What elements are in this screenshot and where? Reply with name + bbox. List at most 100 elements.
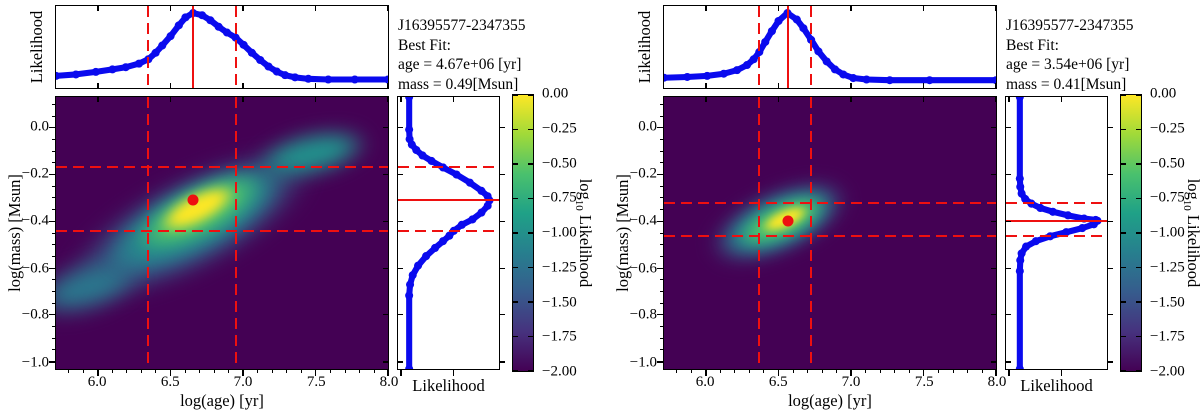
- x-minor-tick: [140, 369, 142, 373]
- x-minor-tick: [690, 369, 692, 373]
- ci-line-vertical: [758, 97, 761, 369]
- x-minor-tick: [719, 369, 721, 373]
- likelihood-tick-inner: [1008, 97, 1010, 102]
- colorbar-tick-label: −1.25: [542, 259, 577, 276]
- colorbar-tick: [1136, 370, 1141, 372]
- colorbar-tick: [1121, 301, 1126, 303]
- y-tick-inner: [398, 173, 403, 176]
- x-tick-inner: [777, 97, 780, 102]
- y-tick-side: [1107, 313, 1113, 316]
- y-tick-label: −0.4: [629, 212, 657, 229]
- x-tick-inner: [705, 83, 707, 88]
- colorbar-tick-label: −0.25: [1150, 120, 1185, 137]
- x-tick-inner: [97, 6, 99, 11]
- colorbar-tick: [513, 163, 518, 165]
- x-axis-label: log(age) [yr]: [180, 391, 264, 410]
- heatmap-surface: [664, 97, 996, 369]
- best-fit-heading: Best Fit:: [398, 36, 451, 54]
- y-tick-inner: [398, 361, 403, 363]
- x-minor-tick: [300, 369, 302, 373]
- colorbar-tick: [1121, 232, 1126, 234]
- y-tick: [49, 313, 56, 316]
- best-fit-mass: mass = 0.49[Msun]: [398, 75, 519, 93]
- x-minor-tick: [155, 369, 157, 373]
- age-likelihood-curve: [56, 9, 388, 84]
- colorbar-tick: [528, 370, 533, 372]
- x-tick-inner: [995, 6, 997, 11]
- x-minor-tick: [676, 369, 678, 373]
- y-tick-inner: [383, 220, 388, 223]
- colorbar-tick: [1136, 301, 1141, 303]
- y-tick-inner: [398, 126, 403, 129]
- x-minor-tick: [763, 369, 765, 373]
- x-minor-tick: [329, 369, 331, 373]
- y-minor-tick: [660, 185, 664, 187]
- x-minor-tick: [792, 369, 794, 373]
- y-tick-label: −0.8: [21, 306, 49, 323]
- y-minor-tick: [52, 279, 56, 281]
- y-tick-inner: [991, 267, 996, 270]
- x-minor-tick: [111, 369, 113, 373]
- x-tick-inner: [777, 83, 780, 88]
- x-minor-tick: [271, 369, 273, 373]
- x-tick-inner: [995, 83, 997, 88]
- y-tick-label: −0.6: [629, 260, 657, 277]
- mass-likelihood-curve: [1015, 97, 1102, 369]
- y-minor-tick: [52, 162, 56, 164]
- colorbar-tick: [528, 301, 533, 303]
- y-tick: [49, 173, 56, 176]
- y-minor-tick: [660, 255, 664, 257]
- bestfit-line-vertical: [192, 6, 195, 88]
- colorbar-tick: [1121, 335, 1126, 338]
- colorbar-tick: [528, 94, 533, 96]
- y-tick-inner: [1006, 267, 1011, 270]
- y-tick-label: 0.0: [638, 118, 657, 135]
- y-tick-label: −0.4: [21, 212, 49, 229]
- side-panel-xlabel: Likelihood: [412, 376, 485, 395]
- colorbar-tick: [513, 335, 518, 338]
- colorbar-tick-label: −0.50: [542, 155, 577, 171]
- y-tick-side: [1107, 173, 1113, 176]
- x-minor-tick: [734, 369, 736, 373]
- x-tick-inner: [705, 97, 707, 102]
- best-fit-marker: [782, 215, 793, 227]
- x-tick-inner: [97, 83, 99, 88]
- age-mass-heatmap-panel: [49, 96, 389, 376]
- y-minor-tick: [52, 244, 56, 246]
- likelihood-tick-inner: [452, 97, 455, 102]
- colorbar-tick: [1136, 94, 1141, 96]
- x-tick-inner: [242, 6, 244, 11]
- colorbar-tick: [528, 266, 533, 269]
- y-minor-tick: [52, 197, 56, 199]
- y-tick: [657, 313, 664, 316]
- x-minor-tick: [213, 369, 215, 373]
- y-minor-tick: [660, 162, 664, 164]
- y-tick-inner: [1006, 313, 1011, 316]
- x-tick-inner: [242, 97, 244, 102]
- side-panel-xlabel: Likelihood: [1020, 376, 1093, 395]
- y-minor-tick: [660, 244, 664, 246]
- x-minor-tick: [908, 369, 910, 373]
- x-minor-tick: [748, 369, 750, 373]
- colorbar-tick: [513, 370, 518, 372]
- colorbar: [1120, 94, 1142, 372]
- likelihood-tick-inner: [400, 97, 402, 102]
- likelihood-tick: [400, 369, 402, 376]
- likelihood-tick: [452, 369, 455, 376]
- y-tick-side: [1107, 126, 1113, 129]
- y-minor-tick: [52, 337, 56, 339]
- age-mass-heatmap-panel: [657, 96, 997, 376]
- age-likelihood-marginal-panel: [55, 5, 389, 89]
- x-minor-tick: [821, 369, 823, 373]
- y-minor-tick: [660, 232, 664, 234]
- best-fit-marker: [187, 194, 199, 206]
- y-tick: [657, 173, 664, 176]
- y-minor-tick: [660, 349, 664, 351]
- x-tick: [777, 369, 780, 376]
- x-tick-inner: [922, 83, 925, 88]
- x-tick-label: 6.5: [160, 374, 180, 390]
- x-tick-inner: [314, 83, 317, 88]
- x-tick-label: 8.0: [987, 374, 1007, 390]
- mass-likelihood-marginal-panel: [397, 96, 505, 376]
- y-minor-tick: [52, 326, 56, 328]
